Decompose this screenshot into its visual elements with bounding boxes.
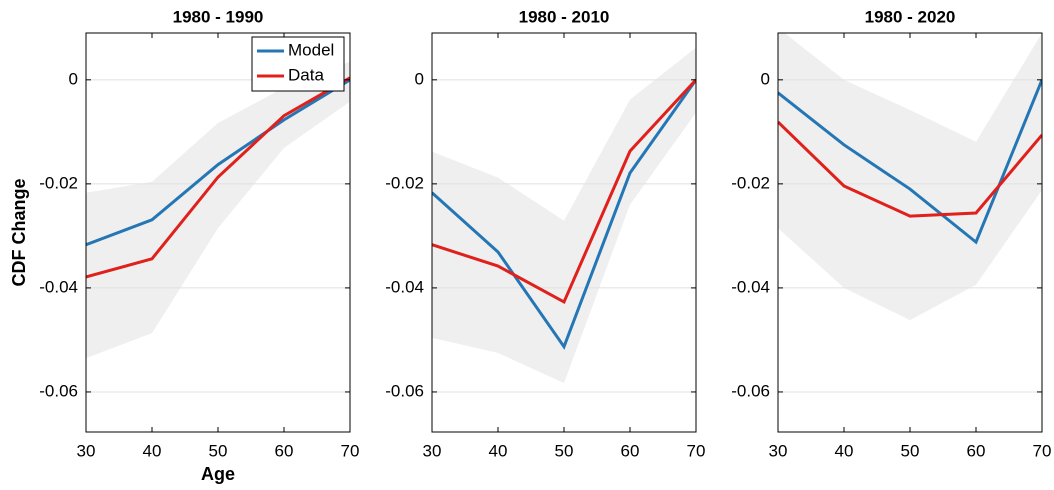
plot-area — [778, 33, 1042, 393]
confidence-band — [86, 61, 350, 359]
y-tick-label: -0.06 — [385, 381, 424, 400]
series-line — [432, 78, 696, 305]
legend-label: Data — [288, 65, 324, 84]
chart-title: 1980 - 2020 — [865, 7, 956, 26]
series-line — [86, 76, 350, 279]
series-line — [86, 78, 350, 247]
panel: 0 -0.02 -0.04 -0.06 30 40 50 60 70 1980 - 2020 — [731, 7, 1051, 460]
chart-title: 1980 - 1990 — [173, 7, 264, 26]
x-tick-label: 40 — [143, 441, 162, 460]
x-tick-label: 40 — [489, 441, 508, 460]
axes-frame — [431, 32, 697, 433]
x-tick-label: 30 — [769, 441, 788, 460]
confidence-band — [778, 33, 1042, 321]
x-axis-label: Age — [201, 464, 235, 484]
x-tick-label: 40 — [835, 441, 854, 460]
series-line — [778, 120, 1042, 218]
y-tick-label: -0.04 — [39, 277, 78, 296]
x-tick-label: 50 — [209, 441, 228, 460]
y-tick-label: -0.04 — [385, 277, 424, 296]
y-tick-label: -0.02 — [385, 173, 424, 192]
x-tick-label: 60 — [967, 441, 986, 460]
legend: Model Data — [251, 36, 345, 92]
x-tick-label: 70 — [687, 441, 706, 460]
legend-label: Model — [288, 40, 334, 59]
x-tick-label: 30 — [77, 441, 96, 460]
y-tick-label: -0.06 — [39, 381, 78, 400]
x-tick-label: 30 — [423, 441, 442, 460]
y-tick-label: -0.02 — [731, 173, 770, 192]
x-tick-label: 50 — [555, 441, 574, 460]
y-tick-label: -0.04 — [731, 277, 770, 296]
y-tick-label: -0.06 — [731, 381, 770, 400]
y-axis-label: CDF Change — [9, 179, 29, 287]
axes-frame — [777, 32, 1043, 433]
plot-area — [432, 47, 696, 393]
plot-area — [86, 61, 350, 393]
axes-frame — [85, 32, 351, 433]
confidence-band — [432, 47, 696, 384]
series-line — [432, 78, 696, 350]
y-tick-label: 0 — [415, 69, 424, 88]
panel: 0 -0.02 -0.04 -0.06 30 40 50 60 70 1980 - 1990 Age… — [9, 7, 360, 483]
chart-title: 1980 - 2010 — [519, 7, 610, 26]
y-tick-label: 0 — [69, 69, 78, 88]
legend-box — [251, 36, 345, 92]
panel: 0 -0.02 -0.04 -0.06 30 40 50 60 70 1980 - 2010 — [385, 7, 705, 460]
x-tick-label: 70 — [1033, 441, 1052, 460]
y-tick-label: 0 — [761, 69, 770, 88]
x-tick-label: 50 — [901, 441, 920, 460]
x-tick-label: 60 — [275, 441, 294, 460]
y-tick-label: -0.02 — [39, 173, 78, 192]
x-tick-label: 60 — [621, 441, 640, 460]
x-tick-label: 70 — [341, 441, 360, 460]
